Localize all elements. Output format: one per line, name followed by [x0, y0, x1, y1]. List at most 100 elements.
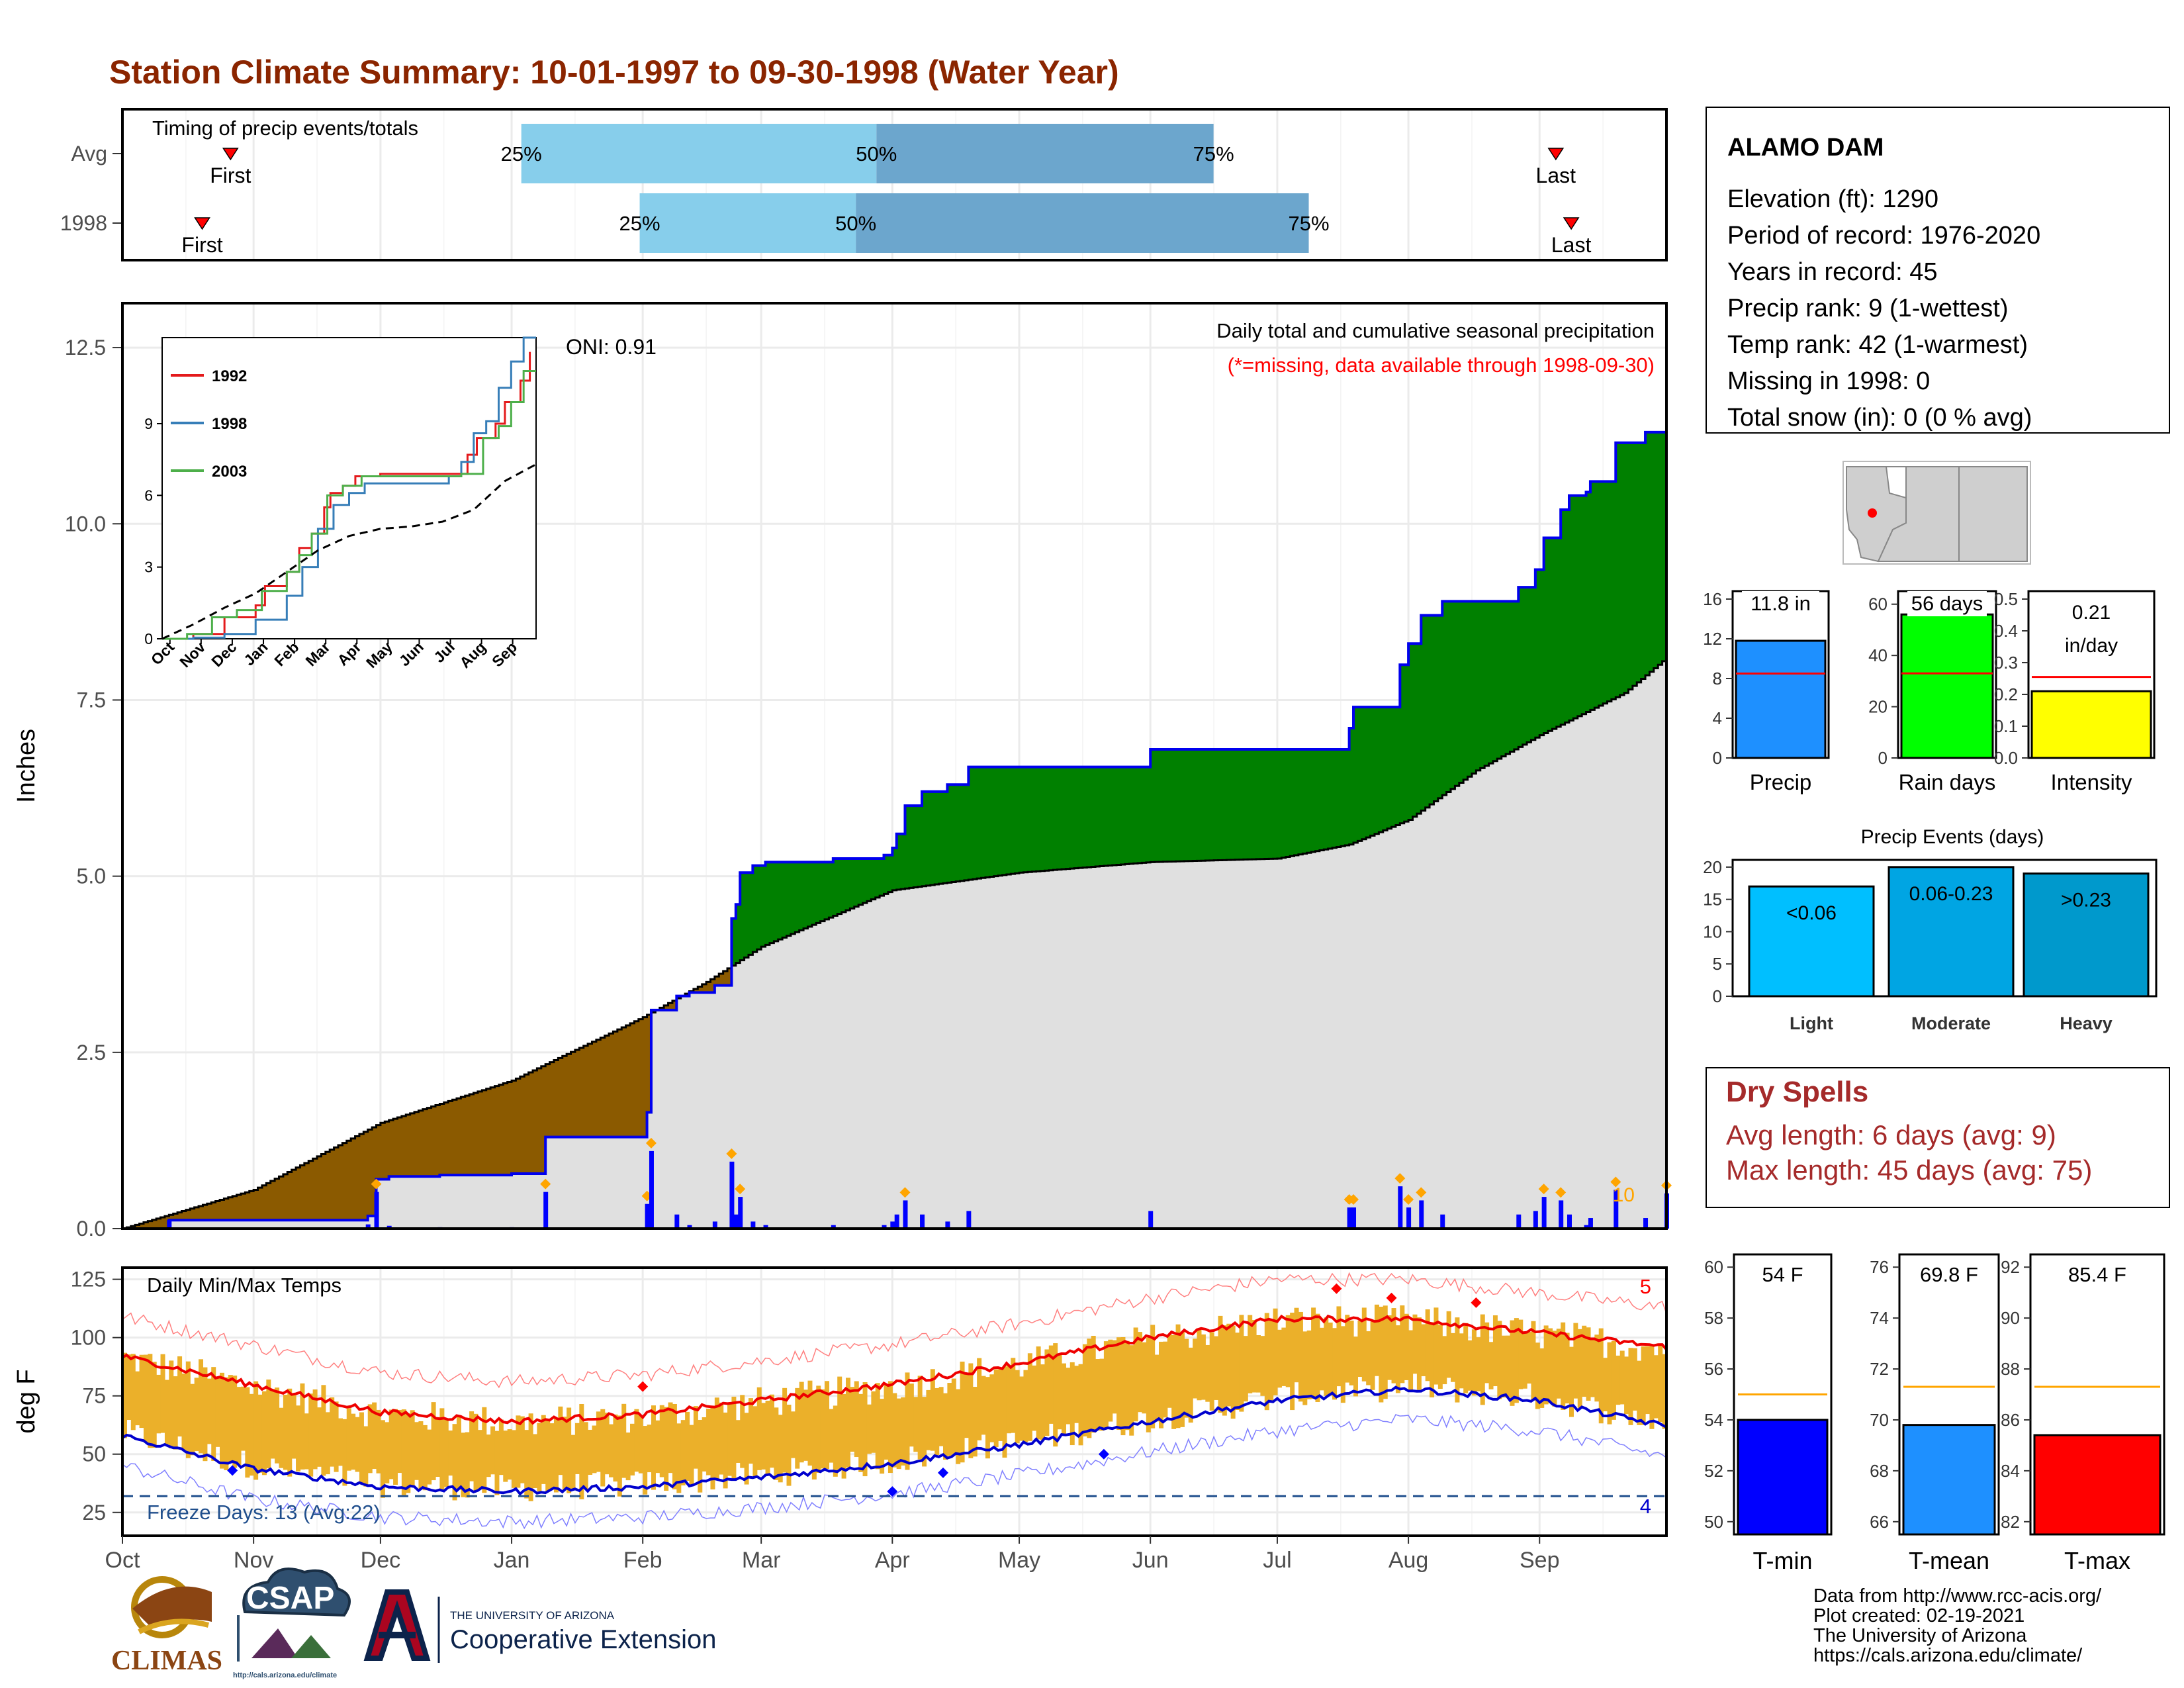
daily-temp-bar — [224, 1377, 229, 1471]
daily-temp-bar — [469, 1411, 475, 1481]
daily-temp-bar — [956, 1389, 961, 1464]
temp-summary-tick-label: 54 — [1704, 1410, 1723, 1430]
daily-temp-bar — [1416, 1317, 1422, 1390]
daily-precip-bar — [1419, 1200, 1424, 1229]
daily-temp-bar — [1531, 1321, 1536, 1401]
timing-q50-label: 50% — [835, 212, 876, 235]
daily-temp-bar — [693, 1406, 698, 1469]
mini-bar-value-label: 11.8 in — [1751, 592, 1811, 615]
daily-temp-bar — [410, 1410, 415, 1487]
daily-temp-bar — [1361, 1307, 1367, 1382]
mini-bar-tick-label: 0.3 — [1994, 653, 2018, 673]
daily-temp-bar — [1306, 1330, 1312, 1399]
temp-summary-tick-label: 58 — [1704, 1308, 1723, 1328]
daily-precip-bar — [729, 1161, 735, 1229]
daily-temp-bar — [482, 1407, 487, 1493]
daily-temp-bar — [1632, 1348, 1637, 1411]
precip-corner-count: 10 — [1613, 1184, 1635, 1206]
daily-temp-bar — [1218, 1315, 1223, 1413]
daily-temp-bar — [443, 1419, 449, 1487]
daily-precip-bar — [1440, 1214, 1445, 1229]
daily-temp-bar — [1488, 1342, 1494, 1389]
temp-panel: 25 50 75 100 125 deg F Daily Min/Max Temps Free… — [13, 1266, 1668, 1537]
daily-temp-bar — [1015, 1370, 1020, 1444]
daily-precip-bar — [712, 1221, 717, 1229]
daily-temp-bar — [520, 1416, 525, 1483]
daily-temp-bar — [1138, 1332, 1143, 1413]
daily-temp-bar — [414, 1422, 420, 1480]
daily-temp-bar — [1264, 1313, 1269, 1411]
daily-temp-bar — [1569, 1346, 1574, 1417]
daily-temp-bar — [1103, 1341, 1109, 1428]
daily-temp-bar — [245, 1387, 250, 1478]
daily-temp-bar — [977, 1358, 982, 1440]
timing-first-label: First — [181, 233, 222, 257]
daily-temp-bar — [1501, 1335, 1506, 1398]
daily-temp-bar — [1087, 1338, 1092, 1438]
daily-temp-bar — [300, 1383, 305, 1470]
daily-temp-bar — [1078, 1364, 1083, 1446]
daily-temp-bar — [1370, 1321, 1375, 1390]
daily-temp-bar — [896, 1398, 901, 1470]
daily-temp-bar — [1006, 1364, 1011, 1434]
daily-temp-bar — [1437, 1325, 1443, 1389]
daily-temp-bar — [1027, 1353, 1032, 1441]
daily-temp-bar — [503, 1430, 508, 1482]
daily-temp-bar — [1539, 1348, 1545, 1408]
daily-temp-bar — [1400, 1305, 1405, 1383]
temperature-summary-bars: 50 52 54 56 58 60 54 F T-min 66 68 70 72 74 76 69.8 F T… — [1704, 1253, 2165, 1574]
daily-temp-bar — [1040, 1364, 1046, 1440]
daily-temp-bar — [1383, 1305, 1388, 1399]
daily-precip-bar — [890, 1221, 895, 1229]
daily-precip-bar — [966, 1211, 972, 1229]
climas-logo-text: CLIMAS — [111, 1646, 222, 1676]
daily-temp-bar — [579, 1403, 584, 1499]
temp-summary-tick-label: 50 — [1704, 1512, 1723, 1532]
temp-summary-tick-label: 72 — [1870, 1359, 1889, 1379]
daily-precip-bar — [738, 1197, 743, 1229]
daily-temp-bar — [837, 1376, 842, 1470]
inset-frame — [161, 337, 537, 639]
daily-temp-bar — [1230, 1325, 1236, 1419]
observed-cumulative-line — [122, 397, 1668, 1230]
daily-temp-bar — [1154, 1354, 1160, 1422]
footer-credits: Data from http://www.rcc-acis.org/ Plot … — [1813, 1585, 2102, 1666]
daily-temp-bar — [769, 1394, 774, 1468]
daily-temp-bar — [613, 1414, 618, 1482]
avg-cumulative-line — [122, 657, 1668, 1230]
daily-precip-highlight — [645, 1137, 657, 1149]
daily-temp-bar — [913, 1397, 919, 1452]
temp-summary-tick-label: 88 — [2001, 1359, 2020, 1379]
daily-temp-bar — [816, 1385, 821, 1473]
daily-temp-bar — [1133, 1327, 1138, 1422]
daily-temp-bar — [567, 1407, 572, 1493]
precip-caption: Daily total and cumulative seasonal prec… — [1216, 319, 1655, 342]
temp-summary-value: 85.4 F — [2068, 1263, 2126, 1286]
temp-summary-tick-label: 52 — [1704, 1461, 1723, 1481]
daily-temp-bar — [367, 1404, 373, 1474]
temp-frame — [121, 1266, 1668, 1537]
daily-temp-bar — [139, 1354, 144, 1429]
daily-temp-bar — [947, 1383, 952, 1456]
month-label: Aug — [1388, 1548, 1429, 1573]
daily-temp-bar — [1527, 1332, 1532, 1384]
daily-temp-bar — [583, 1422, 588, 1490]
daily-precip-bar — [674, 1214, 680, 1229]
daily-temp-bar — [372, 1402, 377, 1469]
daily-temp-bar — [1319, 1327, 1324, 1391]
timing-row-label: Avg — [71, 142, 107, 165]
record-low-marker — [227, 1465, 238, 1476]
daily-temp-bar — [1315, 1313, 1320, 1402]
daily-temp-bar — [930, 1369, 935, 1451]
daily-temp-bar — [1446, 1311, 1451, 1378]
daily-temp-bar — [884, 1383, 889, 1460]
daily-temp-bar — [461, 1432, 466, 1497]
daily-temp-bar — [875, 1383, 880, 1470]
events-tick-label: 20 — [1703, 857, 1722, 877]
timing-last-label: Last — [1551, 233, 1592, 257]
daily-temp-bar — [887, 1381, 893, 1474]
daily-temp-bar — [765, 1400, 770, 1474]
daily-precip-highlight — [1538, 1184, 1549, 1195]
daily-temp-bar — [1294, 1307, 1299, 1383]
record-min-line — [122, 1414, 1667, 1530]
